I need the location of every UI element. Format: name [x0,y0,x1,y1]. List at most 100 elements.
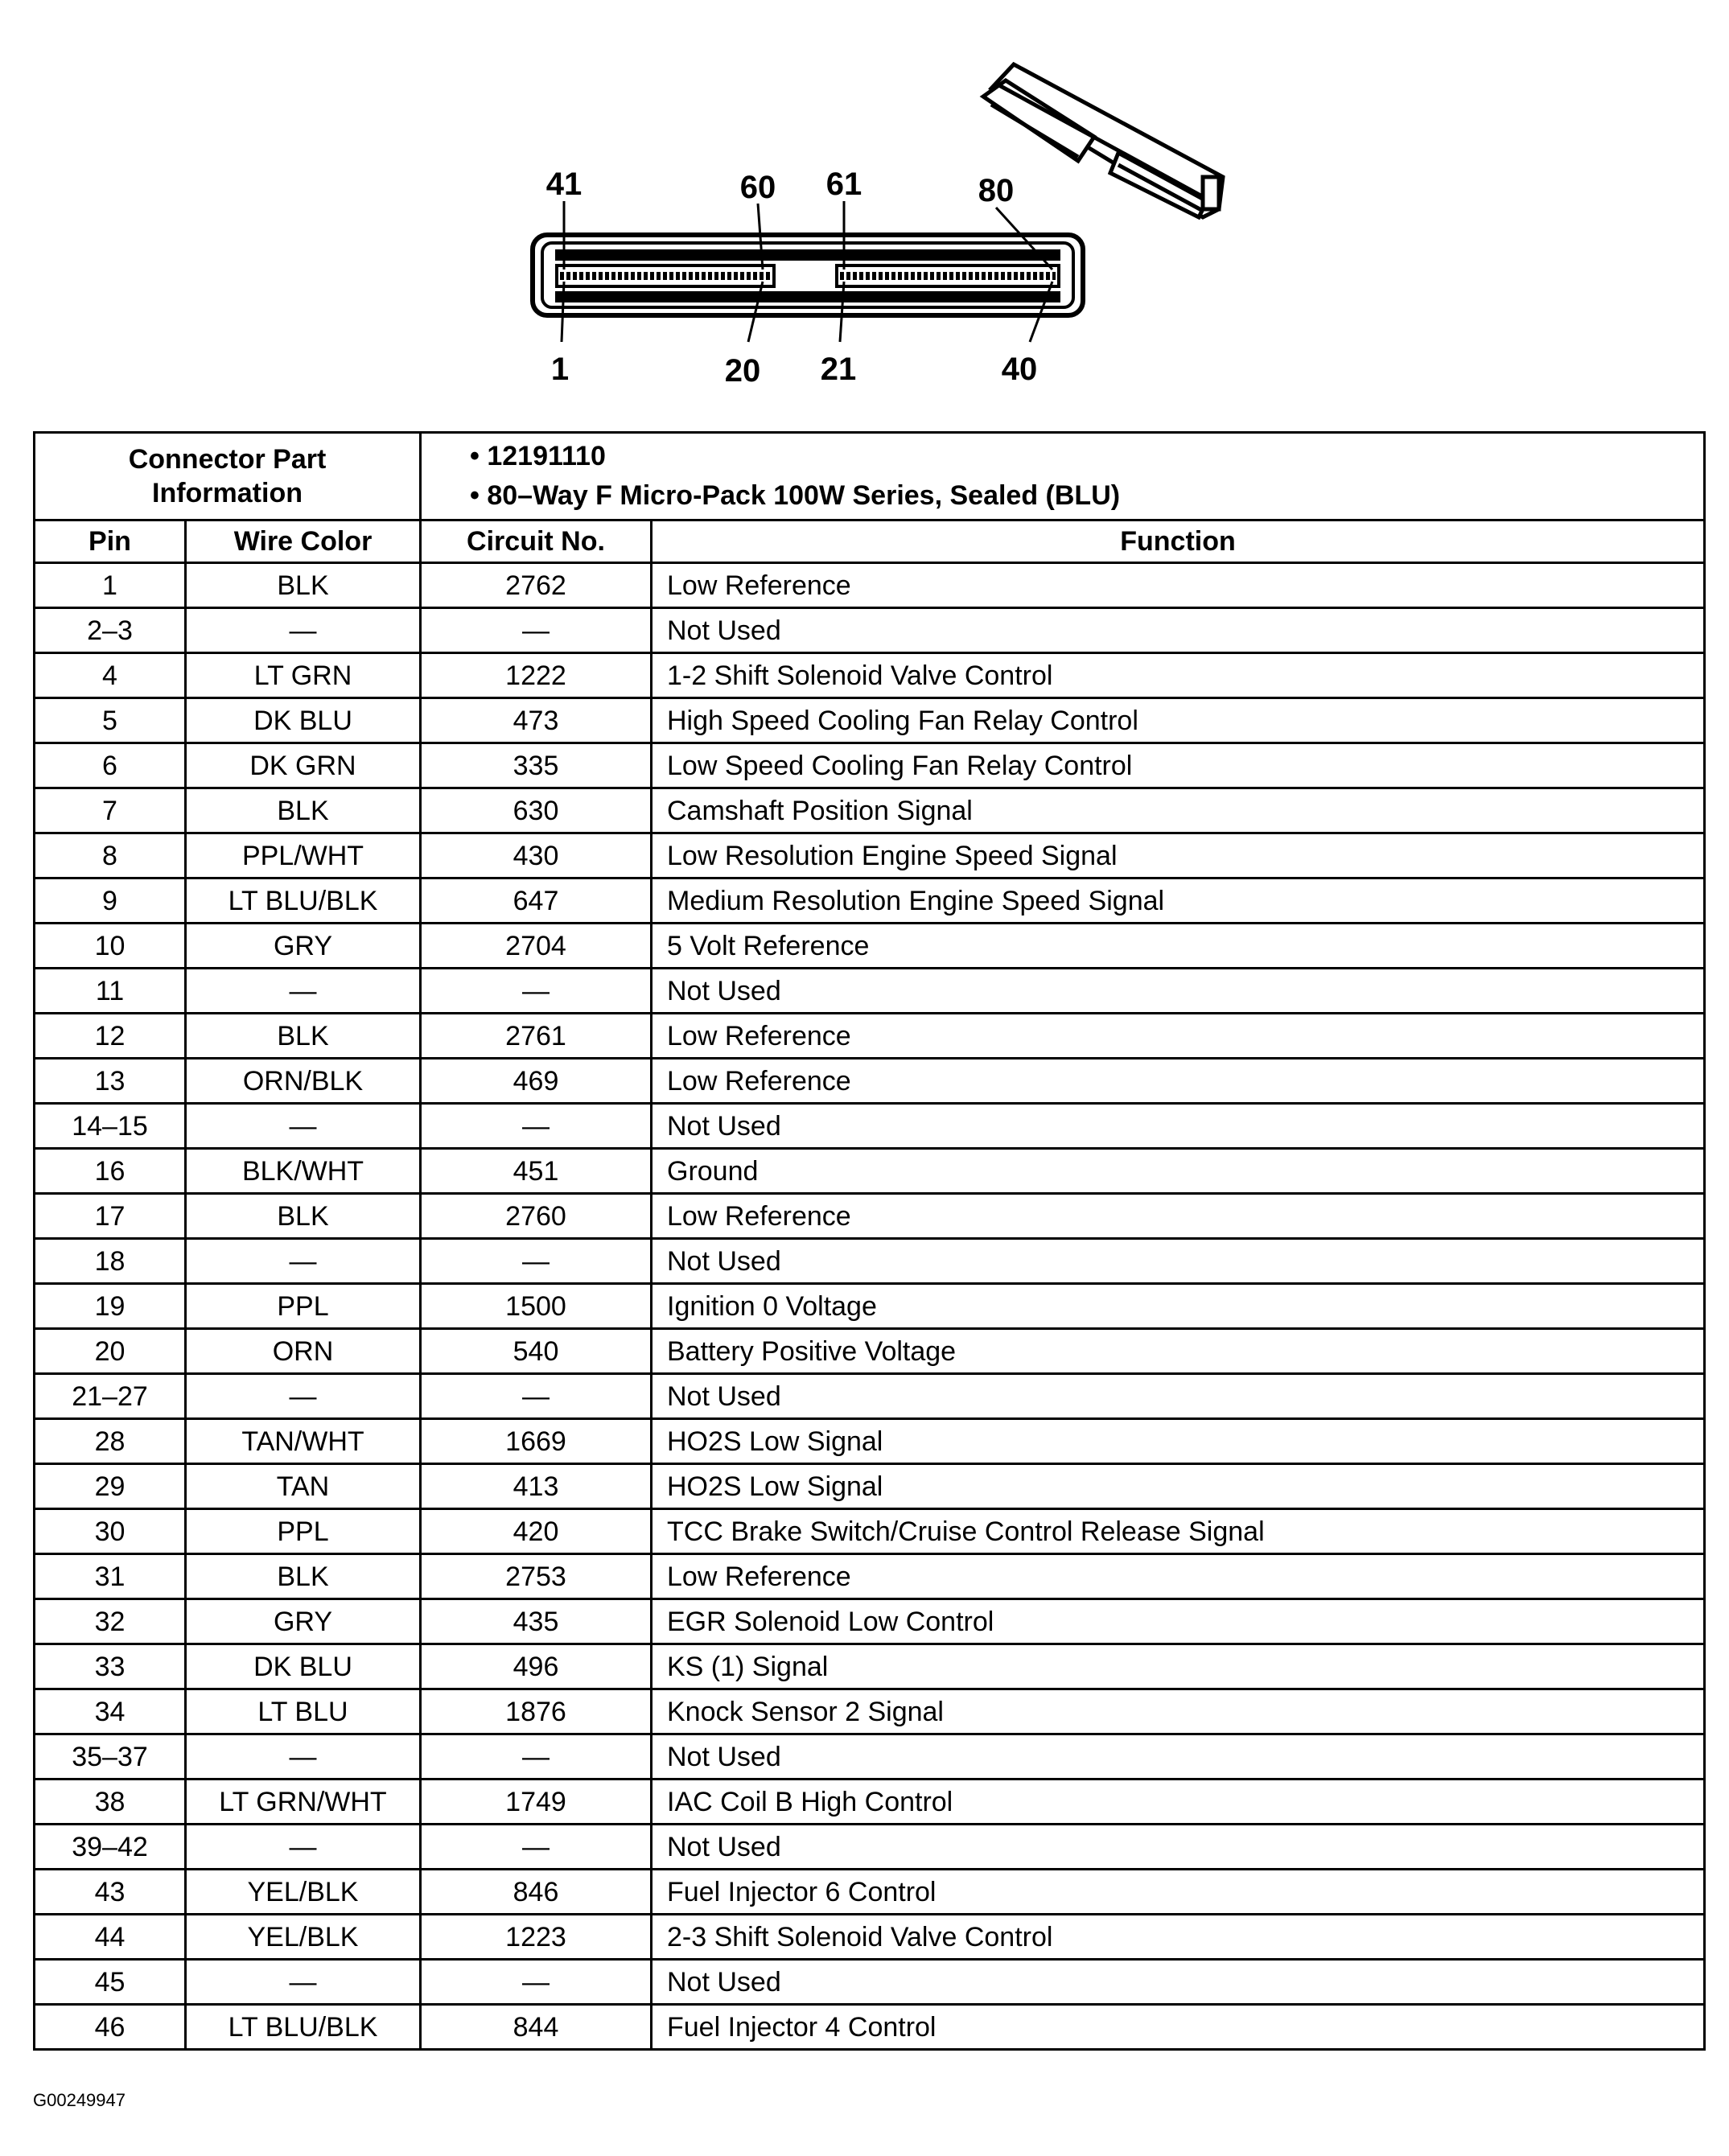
pin-cell: 46 [33,2003,187,2051]
function-cell: Knock Sensor 2 Signal [650,1688,1706,1735]
function-cell: Low Reference [650,1012,1706,1059]
wire-color-cell: — [184,1237,422,1285]
circuit-cell: 846 [419,1868,652,1915]
wire-color-cell: TAN [184,1463,422,1510]
function-cell: Low Reference [650,1553,1706,1600]
circuit-cell: 540 [419,1327,652,1375]
pin-cell: 35–37 [33,1733,187,1780]
connector-info-row: Connector Part Information • 12191110 • … [33,431,1706,521]
connector-pinout-table: Connector Part Information • 12191110 • … [33,431,1706,2051]
wire-color-cell: BLK/WHT [184,1147,422,1195]
table-row: 33 DK BLU 496 KS (1) Signal [33,1643,1706,1690]
circuit-cell: — [419,1823,652,1870]
column-header-wire-color: Wire Color [184,519,422,564]
table-row: 10 GRY 2704 5 Volt Reference [33,922,1706,969]
function-cell: Not Used [650,607,1706,654]
wire-color-cell: LT BLU/BLK [184,2003,422,2051]
wire-color-cell: PPL/WHT [184,832,422,879]
pin-cell: 9 [33,877,187,924]
table-row: 16 BLK/WHT 451 Ground [33,1147,1706,1195]
table-row: 34 LT BLU 1876 Knock Sensor 2 Signal [33,1688,1706,1735]
part-description: • 80–Way F Micro-Pack 100W Series, Seale… [470,480,1121,511]
table-row: 1 BLK 2762 Low Reference [33,562,1706,609]
circuit-cell: — [419,1372,652,1420]
circuit-cell: — [419,1958,652,2006]
function-cell: 2-3 Shift Solenoid Valve Control [650,1913,1706,1961]
circuit-cell: — [419,1733,652,1780]
function-cell: Low Speed Cooling Fan Relay Control [650,742,1706,789]
wire-color-cell: GRY [184,1598,422,1645]
pin-cell: 17 [33,1192,187,1240]
wire-color-cell: BLK [184,562,422,609]
pin-cell: 7 [33,787,187,834]
table-row: 35–37— — Not Used [33,1733,1706,1780]
circuit-cell: 1669 [419,1417,652,1465]
column-header-circuit: Circuit No. [419,519,652,564]
pin-cell: 30 [33,1508,187,1555]
function-cell: Fuel Injector 6 Control [650,1868,1706,1915]
pin-cell: 14–15 [33,1102,187,1150]
column-header-row: Pin Wire Color Circuit No. Function [33,519,1706,564]
pin-cell: 2–3 [33,607,187,654]
wire-color-cell: DK BLU [184,1643,422,1690]
circuit-cell: 496 [419,1643,652,1690]
pin-cell: 16 [33,1147,187,1195]
wire-color-cell: BLK [184,1012,422,1059]
connector-part-info: • 12191110 • 80–Way F Micro-Pack 100W Se… [419,431,1706,521]
table-row: 45— — Not Used [33,1958,1706,2006]
circuit-cell: 413 [419,1463,652,1510]
connector-part-label: Connector Part Information [33,431,422,521]
pin-label-21: 21 [821,352,857,387]
function-cell: Low Resolution Engine Speed Signal [650,832,1706,879]
function-cell: TCC Brake Switch/Cruise Control Release … [650,1508,1706,1555]
pin-cell: 33 [33,1643,187,1690]
connector-isometric-illustration [979,61,1225,220]
pin-cell: 1 [33,562,187,609]
pin-cell: 19 [33,1282,187,1330]
table-row: 11— — Not Used [33,967,1706,1014]
wire-color-cell: GRY [184,922,422,969]
connector-part-label-line1: Connector Part [128,443,327,475]
table-row: 21–27— — Not Used [33,1372,1706,1420]
connector-face-view [530,232,1085,318]
table-row: 14–15— — Not Used [33,1102,1706,1150]
table-row: 46 LT BLU/BLK 844 Fuel Injector 4 Control [33,2003,1706,2051]
wire-color-cell: LT GRN [184,652,422,699]
table-row: 44 YEL/BLK 1223 2-3 Shift Solenoid Valve Co… [33,1913,1706,1961]
pin-cell: 20 [33,1327,187,1375]
pin-cell: 10 [33,922,187,969]
table-row: 8 PPL/WHT 430 Low Resolution Engine Speed S… [33,832,1706,879]
wire-color-cell: LT BLU/BLK [184,877,422,924]
pin-cell: 34 [33,1688,187,1735]
function-cell: 1-2 Shift Solenoid Valve Control [650,652,1706,699]
wire-color-cell: — [184,607,422,654]
wire-color-cell: DK BLU [184,697,422,744]
function-cell: Not Used [650,1102,1706,1150]
pin-cell: 21–27 [33,1372,187,1420]
pin-cell: 5 [33,697,187,744]
pin-cell: 8 [33,832,187,879]
wire-color-cell: DK GRN [184,742,422,789]
pin-cell: 13 [33,1057,187,1105]
circuit-cell: 430 [419,832,652,879]
function-cell: 5 Volt Reference [650,922,1706,969]
function-cell: High Speed Cooling Fan Relay Control [650,697,1706,744]
wire-color-cell: PPL [184,1282,422,1330]
table-row: 19 PPL 1500 Ignition 0 Voltage [33,1282,1706,1330]
pin-cell: 31 [33,1553,187,1600]
table-row: 32 GRY 435 EGR Solenoid Low Control [33,1598,1706,1645]
connector-diagram: 41 60 61 80 1 20 21 40 [530,61,1225,389]
function-cell: Low Reference [650,1192,1706,1240]
circuit-cell: 844 [419,2003,652,2051]
pin-leader-lines [560,201,1054,343]
wire-color-cell: — [184,1823,422,1870]
wire-color-cell: — [184,1958,422,2006]
column-header-function: Function [650,519,1706,564]
circuit-cell: — [419,1102,652,1150]
function-cell: Camshaft Position Signal [650,787,1706,834]
circuit-cell: — [419,1237,652,1285]
function-cell: EGR Solenoid Low Control [650,1598,1706,1645]
table-row: 13 ORN/BLK 469 Low Reference [33,1057,1706,1105]
pin-cell: 39–42 [33,1823,187,1870]
function-cell: Not Used [650,1958,1706,2006]
